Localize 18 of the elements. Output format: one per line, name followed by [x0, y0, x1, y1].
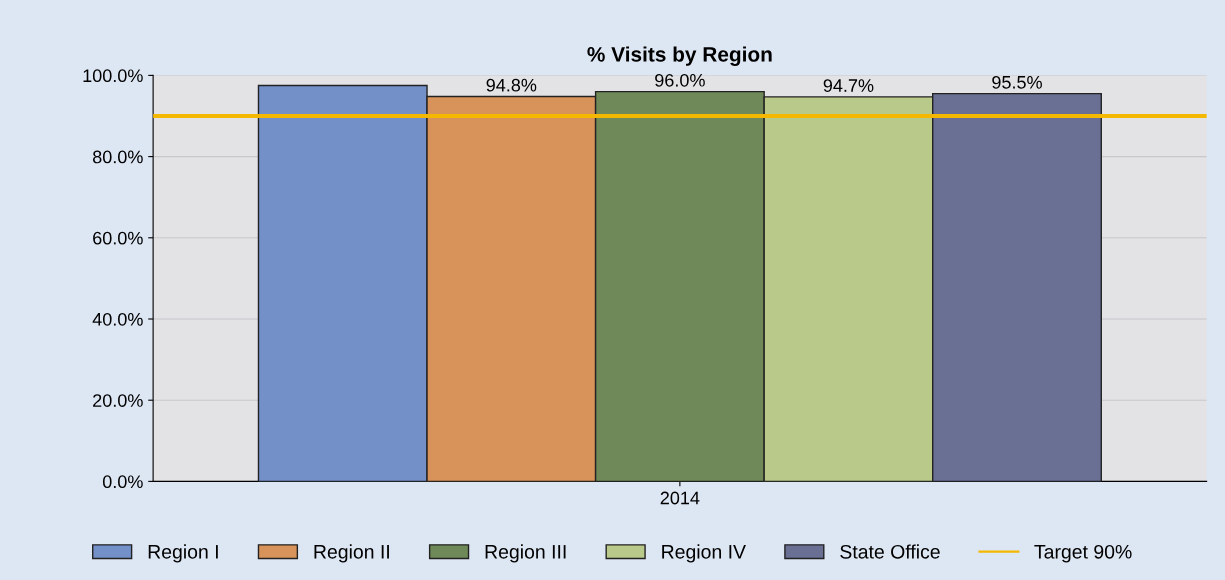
legend-label: State Office [840, 544, 940, 559]
y-tick-label: 100.0% [83, 69, 143, 83]
data-label: 95.5% [992, 75, 1042, 89]
data-label: 94.7% [823, 79, 874, 92]
y-tick-label: 0.0% [102, 475, 143, 489]
legend-label: Region II [314, 544, 389, 563]
y-tick-label: 60.0% [93, 231, 143, 245]
legend-label: Target 90% [1034, 544, 1132, 563]
legend-label: Region IV [662, 544, 746, 563]
legend-label: Region I [148, 544, 218, 563]
y-tick-label: 40.0% [92, 312, 143, 326]
x-tick-label: 2014 [660, 491, 700, 505]
data-label: 94.8% [486, 78, 537, 92]
legend-label: Region III [485, 544, 566, 563]
chart-title: % Visits by Region [587, 46, 772, 66]
data-label: 96.0% [655, 73, 705, 87]
y-tick-label: 20.0% [93, 394, 143, 407]
y-tick-label: 80.0% [92, 150, 143, 164]
